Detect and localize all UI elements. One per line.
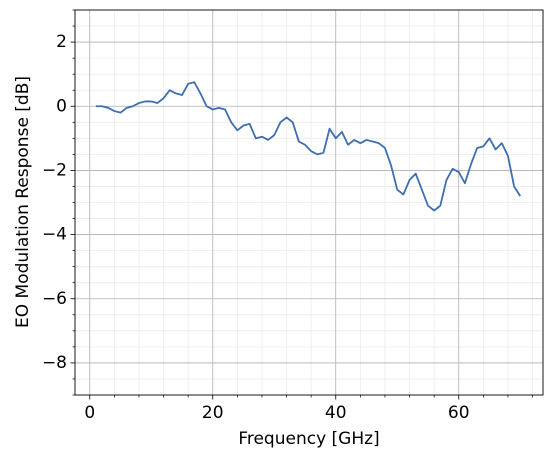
x-tick-label: 20 xyxy=(202,403,224,423)
x-tick-label: 60 xyxy=(448,403,470,423)
x-axis-label: Frequency [GHz] xyxy=(238,429,379,449)
x-tick-label: 40 xyxy=(325,403,347,423)
y-tick-label: −2 xyxy=(42,160,67,180)
y-tick-label: −8 xyxy=(42,353,67,373)
y-tick-label: −4 xyxy=(42,225,67,245)
x-tick-label: 0 xyxy=(84,403,95,423)
y-tick-label: 2 xyxy=(56,32,67,52)
y-tick-label: 0 xyxy=(56,96,67,116)
data-line xyxy=(95,81,522,212)
plot-frame xyxy=(74,9,544,396)
y-axis-label: EO Modulation Response [dB] xyxy=(13,76,33,328)
y-tick-label: −6 xyxy=(42,289,67,309)
